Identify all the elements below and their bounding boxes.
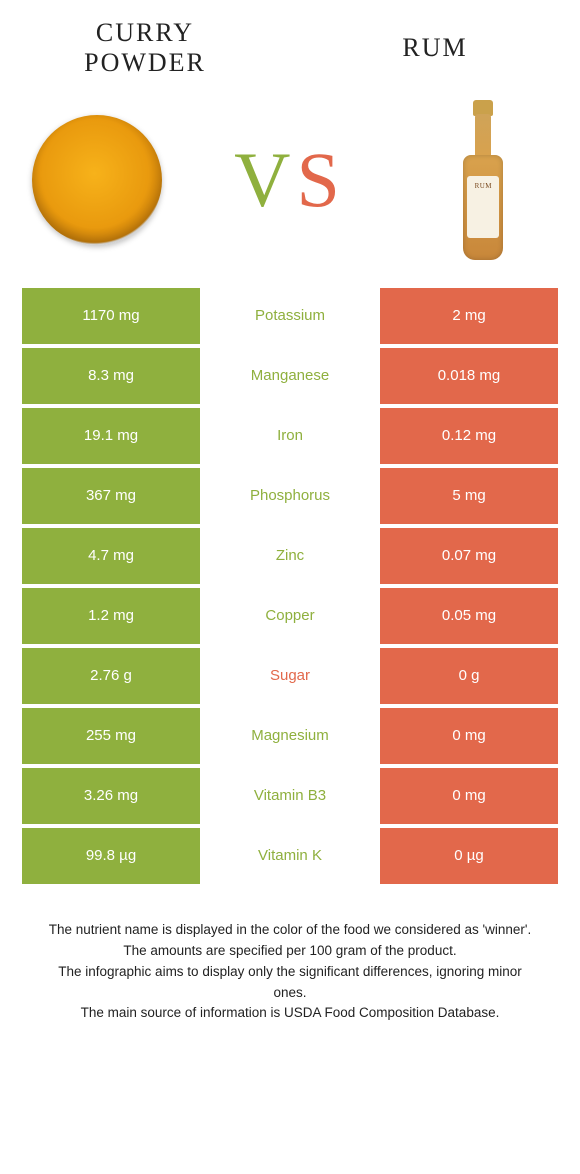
right-value: 5 mg <box>380 468 558 524</box>
header-right-text: RUM <box>402 33 467 63</box>
left-value: 2.76 g <box>22 648 200 704</box>
nutrient-name: Zinc <box>200 528 380 584</box>
footnote-line: The nutrient name is displayed in the co… <box>40 920 540 941</box>
right-food-image: RUM <box>387 100 580 260</box>
header-left: CURRY POWDER <box>0 18 290 78</box>
nutrient-name: Magnesium <box>200 708 380 764</box>
header-right: RUM <box>290 18 580 78</box>
right-value: 0.12 mg <box>380 408 558 464</box>
right-value: 0 g <box>380 648 558 704</box>
left-value: 99.8 µg <box>22 828 200 884</box>
header-left-line1: CURRY <box>96 18 194 47</box>
left-value: 255 mg <box>22 708 200 764</box>
curry-powder-icon <box>32 115 162 245</box>
left-food-image <box>0 100 193 260</box>
footnote-line: The infographic aims to display only the… <box>40 962 540 1004</box>
right-value: 0 mg <box>380 768 558 824</box>
left-value: 1.2 mg <box>22 588 200 644</box>
left-value: 19.1 mg <box>22 408 200 464</box>
table-row: 99.8 µgVitamin K0 µg <box>22 828 558 884</box>
rum-bottle-icon: RUM <box>455 100 511 260</box>
left-value: 3.26 mg <box>22 768 200 824</box>
right-value: 0.07 mg <box>380 528 558 584</box>
table-row: 8.3 mgManganese0.018 mg <box>22 348 558 404</box>
left-value: 4.7 mg <box>22 528 200 584</box>
vs-v: V <box>234 136 296 223</box>
left-value: 367 mg <box>22 468 200 524</box>
nutrient-name: Potassium <box>200 288 380 344</box>
table-row: 4.7 mgZinc0.07 mg <box>22 528 558 584</box>
footnote-line: The main source of information is USDA F… <box>40 1003 540 1024</box>
nutrient-name: Iron <box>200 408 380 464</box>
nutrient-name: Manganese <box>200 348 380 404</box>
footnote-line: The amounts are specified per 100 gram o… <box>40 941 540 962</box>
nutrient-table: 1170 mgPotassium2 mg8.3 mgManganese0.018… <box>22 288 558 884</box>
nutrient-name: Copper <box>200 588 380 644</box>
table-row: 3.26 mgVitamin B30 mg <box>22 768 558 824</box>
table-row: 19.1 mgIron0.12 mg <box>22 408 558 464</box>
nutrient-name: Vitamin K <box>200 828 380 884</box>
right-value: 0 µg <box>380 828 558 884</box>
header-left-line2: POWDER <box>84 48 206 77</box>
right-value: 0.018 mg <box>380 348 558 404</box>
left-value: 1170 mg <box>22 288 200 344</box>
table-row: 255 mgMagnesium0 mg <box>22 708 558 764</box>
table-row: 1170 mgPotassium2 mg <box>22 288 558 344</box>
table-row: 1.2 mgCopper0.05 mg <box>22 588 558 644</box>
footnotes: The nutrient name is displayed in the co… <box>0 920 580 1025</box>
right-value: 0 mg <box>380 708 558 764</box>
nutrient-name: Sugar <box>200 648 380 704</box>
image-row: VS RUM <box>0 100 580 260</box>
table-row: 367 mgPhosphorus5 mg <box>22 468 558 524</box>
right-value: 0.05 mg <box>380 588 558 644</box>
rum-bottle-label: RUM <box>467 176 499 238</box>
nutrient-name: Vitamin B3 <box>200 768 380 824</box>
header-row: CURRY POWDER RUM <box>0 0 580 78</box>
table-row: 2.76 gSugar0 g <box>22 648 558 704</box>
vs-s: S <box>296 136 345 223</box>
right-value: 2 mg <box>380 288 558 344</box>
vs-label: VS <box>193 135 386 225</box>
nutrient-name: Phosphorus <box>200 468 380 524</box>
left-value: 8.3 mg <box>22 348 200 404</box>
